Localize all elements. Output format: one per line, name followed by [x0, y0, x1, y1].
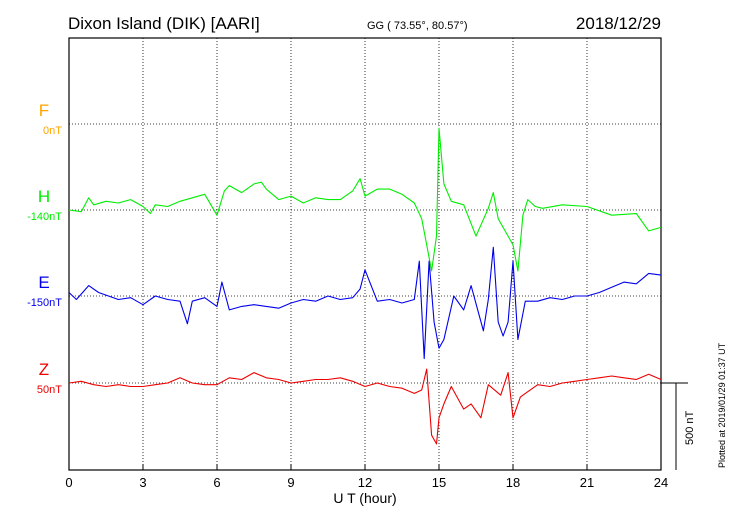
- x-axis: 0 3 6 9 12 15 18 21 24: [65, 464, 668, 490]
- series-line-Z: [68, 368, 662, 445]
- series-line-E: [68, 246, 662, 360]
- component-name-Z: Z: [39, 360, 49, 379]
- component-baseline-H: -140nT: [27, 211, 62, 223]
- x-axis-label: U T (hour): [333, 490, 396, 506]
- x-tick-label: 24: [654, 475, 668, 490]
- scale-bar: 500 nT: [661, 382, 696, 470]
- series-lines: [68, 127, 662, 445]
- plotted-timestamp: Plotted at 2019/01/29 01:37 UT: [717, 342, 727, 468]
- station-coords: GG ( 73.55°, 80.57°): [367, 20, 468, 32]
- component-baseline-Z: 50nT: [37, 384, 62, 396]
- x-tick-label: 0: [65, 475, 72, 490]
- x-tick-label: 6: [213, 475, 220, 490]
- station-title: Dixon Island (DIK) [AARI]: [68, 14, 260, 33]
- component-name-F: F: [39, 101, 49, 120]
- component-labels: F 0nT H -140nT E -150nT Z 50nT: [27, 101, 62, 396]
- component-baseline-E: -150nT: [27, 297, 62, 309]
- x-tick-label: 12: [358, 475, 372, 490]
- x-tick-label: 18: [506, 475, 520, 490]
- date-label: 2018/12/29: [576, 14, 661, 33]
- component-name-E: E: [38, 273, 49, 292]
- grid: [69, 38, 661, 470]
- x-tick-label: 15: [432, 475, 446, 490]
- scale-bar-label: 500 nT: [684, 410, 696, 445]
- series-line-H: [68, 127, 662, 272]
- component-name-H: H: [38, 187, 50, 206]
- x-tick-label: 9: [287, 475, 294, 490]
- component-baseline-F: 0nT: [43, 125, 62, 137]
- x-tick-label: 21: [580, 475, 594, 490]
- x-tick-label: 3: [139, 475, 146, 490]
